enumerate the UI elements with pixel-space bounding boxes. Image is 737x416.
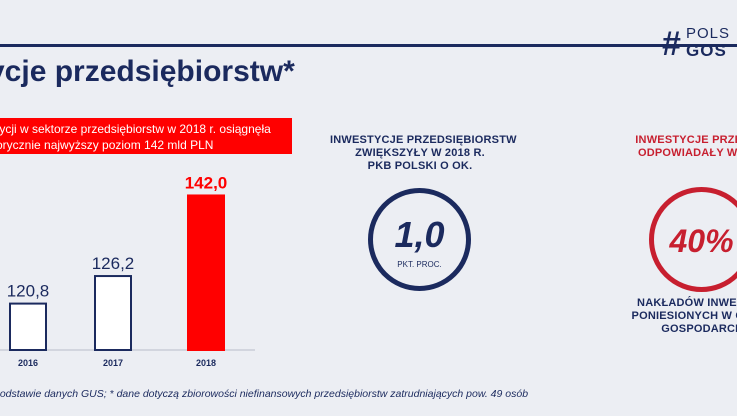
stat-left-line-2: ZWIĘKSZYŁY W 2018 R. — [355, 147, 485, 159]
bar-chart: 120,8 2016 126,2 2017 142,0 2018 — [0, 173, 255, 368]
stat-left-line-3: PKB POLSKI O OK. — [367, 160, 473, 172]
stat-left-circle: 1,0 PKT. PROC. — [368, 188, 471, 291]
stat-right-heading: INWESTYCJE PRZEDSIĘ ODPOWIADAŁY W 2018 — [612, 134, 737, 160]
brand-logo: # POLS GOS — [662, 24, 737, 64]
stat-left-line-1: INWESTYCJE PRZEDSIĘBIORSTW — [330, 134, 517, 146]
x-tick-2016: 2016 — [18, 358, 38, 368]
header-divider — [0, 44, 737, 47]
source-footnote: podstawie danych GUS; * dane dotyczą zbi… — [0, 388, 529, 400]
stat-left-heading: INWESTYCJE PRZEDSIĘBIORSTW ZWIĘKSZYŁY W … — [330, 134, 517, 173]
stat-left-unit: PKT. PROC. — [397, 260, 442, 269]
brand-line-2: GOS — [686, 41, 727, 60]
bar-2016 — [9, 302, 47, 351]
data-label-2017: 126,2 — [92, 254, 135, 273]
stat-right-line-1: INWESTYCJE PRZEDSIĘ — [635, 134, 737, 146]
stat-right-line-2: ODPOWIADAŁY W 2018 — [637, 147, 737, 159]
stat-right-bottom-2: PONIESIONYCH W CAŁEJ — [631, 310, 737, 322]
bar-2017 — [94, 275, 132, 351]
stat-right-circle: 40% — [649, 187, 737, 292]
stat-right-footer: NAKŁADÓW INWESTYC PONIESIONYCH W CAŁEJ G… — [612, 297, 737, 336]
banner-line-1: tycji w sektorze przedsiębiorstw w 2018 … — [0, 122, 271, 136]
stat-right-bottom-3: GOSPODARCE — [661, 323, 737, 335]
stat-right-bottom-1: NAKŁADÓW INWESTYC — [637, 297, 737, 309]
headline-banner: tycji w sektorze przedsiębiorstw w 2018 … — [0, 118, 292, 154]
banner-line-2: orycznie najwyższy poziom 142 mld PLN — [0, 138, 214, 152]
hash-icon: # — [662, 25, 681, 63]
data-label-2016: 120,8 — [7, 282, 50, 301]
x-tick-2018: 2018 — [196, 358, 216, 368]
brand-line-1: POLS — [686, 25, 731, 42]
stat-right-value: 40% — [669, 223, 734, 259]
data-label-2018: 142,0 — [185, 173, 228, 192]
stat-left-value: 1,0 — [394, 214, 445, 255]
page-title: tycje przedsiębiorstw* — [0, 55, 295, 88]
bar-2018 — [187, 194, 225, 351]
x-tick-2017: 2017 — [103, 358, 123, 368]
